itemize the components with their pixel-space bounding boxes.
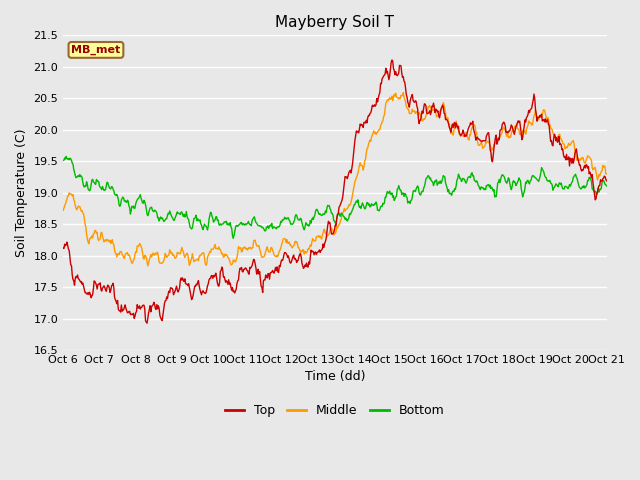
Top — [603, 178, 611, 184]
Bottom — [229, 236, 237, 241]
Top — [403, 92, 410, 97]
Line: Middle: Middle — [63, 93, 607, 266]
Middle — [144, 263, 152, 269]
Middle — [603, 171, 611, 177]
Top — [60, 245, 67, 251]
Top — [210, 273, 218, 278]
Title: Mayberry Soil T: Mayberry Soil T — [275, 15, 394, 30]
Line: Bottom: Bottom — [63, 156, 607, 239]
Bottom — [62, 154, 70, 159]
Legend: Top, Middle, Bottom: Top, Middle, Bottom — [220, 399, 450, 422]
Top — [143, 320, 151, 326]
Top — [125, 309, 132, 314]
Bottom — [181, 214, 189, 220]
Bottom — [126, 204, 134, 210]
Middle — [69, 192, 77, 197]
Bottom — [403, 194, 410, 200]
Top — [388, 57, 396, 63]
Middle — [181, 255, 189, 261]
Bottom — [419, 189, 426, 194]
Top — [69, 276, 77, 282]
Text: MB_met: MB_met — [71, 45, 120, 55]
Line: Top: Top — [63, 60, 607, 323]
Bottom — [210, 219, 218, 225]
Middle — [419, 118, 426, 124]
Middle — [403, 103, 410, 109]
Middle — [60, 207, 67, 213]
Middle — [399, 90, 407, 96]
Middle — [125, 252, 132, 258]
Bottom — [603, 183, 611, 189]
Middle — [210, 246, 218, 252]
X-axis label: Time (dd): Time (dd) — [305, 371, 365, 384]
Bottom — [70, 167, 77, 172]
Top — [419, 108, 426, 114]
Top — [181, 276, 189, 282]
Bottom — [60, 157, 67, 163]
Y-axis label: Soil Temperature (C): Soil Temperature (C) — [15, 129, 28, 257]
